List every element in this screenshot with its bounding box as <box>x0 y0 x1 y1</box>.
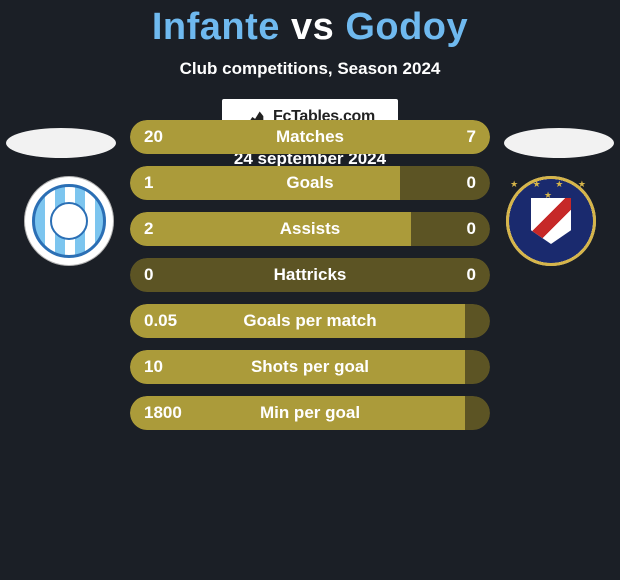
stat-label: Goals <box>130 166 490 200</box>
stat-label: Hattricks <box>130 258 490 292</box>
flag-right <box>504 128 614 158</box>
crest-shield-icon <box>531 198 571 244</box>
stat-row: 10Shots per goal <box>130 350 490 384</box>
stat-row: 00Hattricks <box>130 258 490 292</box>
title-separator: vs <box>291 6 334 48</box>
stat-row: 10Goals <box>130 166 490 200</box>
argentinos-juniors-icon: ★ ★ ★ ★ ★ <box>506 176 596 266</box>
stat-label: Matches <box>130 120 490 154</box>
team-crest-right: ★ ★ ★ ★ ★ <box>506 176 596 266</box>
atletico-tucuman-icon <box>32 184 106 258</box>
stat-label: Assists <box>130 212 490 246</box>
stat-row: 1800Min per goal <box>130 396 490 430</box>
stat-row: 0.05Goals per match <box>130 304 490 338</box>
team-crest-left <box>24 176 114 266</box>
subtitle: Club competitions, Season 2024 <box>0 59 620 79</box>
comparison-title: Infante vs Godoy <box>0 0 620 49</box>
stat-label: Min per goal <box>130 396 490 430</box>
stat-row: 207Matches <box>130 120 490 154</box>
title-player1: Infante <box>152 6 280 48</box>
crest-stars-icon: ★ ★ ★ ★ ★ <box>509 179 593 201</box>
stat-label: Goals per match <box>130 304 490 338</box>
stats-panel: 207Matches 10Goals 20Assists 00Hattricks 0.0… <box>130 120 490 442</box>
flag-left <box>6 128 116 158</box>
stat-label: Shots per goal <box>130 350 490 384</box>
title-player2: Godoy <box>345 6 468 48</box>
stat-row: 20Assists <box>130 212 490 246</box>
